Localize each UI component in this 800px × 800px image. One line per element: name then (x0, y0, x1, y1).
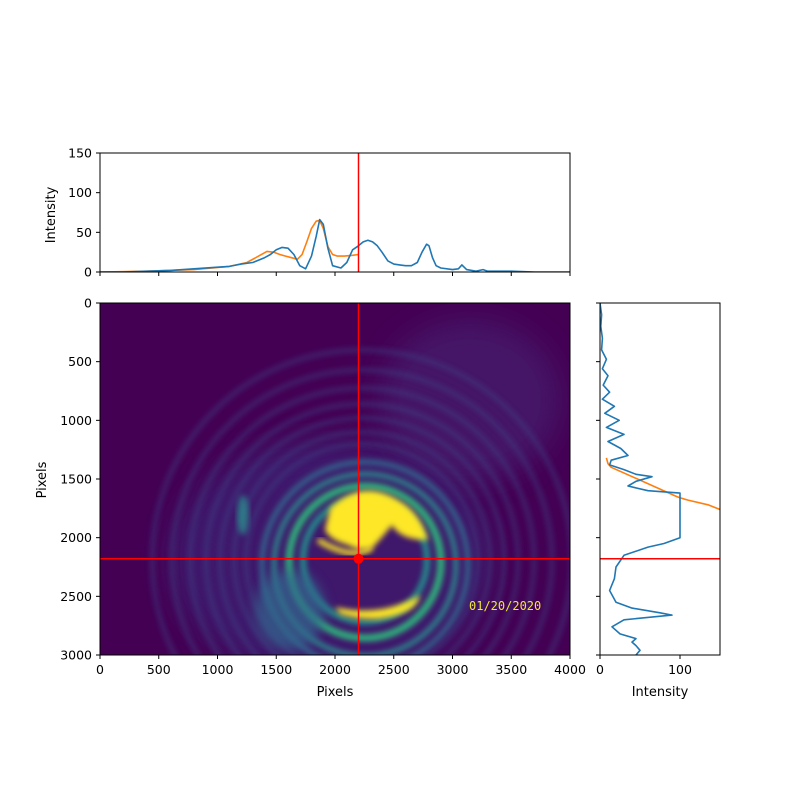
top-y-ticks: 0 50 100 150 (68, 146, 100, 280)
date-stamp: 01/20/2020 (469, 599, 541, 613)
main-image-panel: 01/20/2020 0 500 1000 1500 2000 2500 3000 3500 4… (35, 296, 586, 701)
image-y-tick-label: 3000 (60, 648, 92, 663)
top-series-measured (100, 218, 570, 272)
outer-fringe-rings (150, 348, 570, 655)
image-y-axis-label: Pixels (35, 461, 50, 498)
image-y-tick-label: 1000 (60, 413, 92, 428)
top-profile-panel: 0 50 100 150 Intensity (44, 146, 571, 280)
side-x-axis-label: Intensity (632, 685, 689, 700)
image-y-tick-label: 2500 (60, 589, 92, 604)
image-x-tick-label: 2000 (319, 662, 351, 677)
image-y-tick-label: 0 (84, 296, 92, 311)
side-x-tick-label: 100 (668, 662, 692, 677)
bottom-bright-arc (335, 595, 420, 620)
heatmap-image: 01/20/2020 (100, 303, 570, 655)
image-x-axis-label: Pixels (317, 685, 354, 700)
image-x-tick-label: 1000 (202, 662, 234, 677)
top-y-tick-label: 50 (76, 225, 92, 240)
image-y-tick-label: 1500 (60, 472, 92, 487)
heatmap-glow-upper (380, 320, 560, 480)
side-plot-area (600, 303, 720, 655)
bright-core-lower (316, 537, 374, 556)
left-streak (237, 495, 249, 535)
bright-core (325, 490, 428, 550)
top-y-axis-label: Intensity (44, 186, 59, 243)
image-x-ticks: 0 500 1000 1500 2000 2500 3000 3500 4000 (96, 655, 586, 677)
side-series-group (600, 303, 720, 655)
top-y-tick-label: 100 (68, 185, 92, 200)
side-y-ticks (596, 302, 600, 656)
image-x-tick-label: 3500 (495, 662, 527, 677)
side-x-ticks: 0 100 (596, 655, 692, 677)
top-y-tick-label: 150 (68, 146, 92, 161)
side-profile-panel: 0 100 Intensity (596, 302, 721, 700)
top-x-ticks (99, 272, 571, 276)
side-x-tick-label: 0 (596, 662, 604, 677)
image-x-tick-label: 4000 (554, 662, 586, 677)
image-x-tick-label: 500 (147, 662, 171, 677)
image-y-tick-label: 500 (68, 354, 92, 369)
top-y-tick-label: 0 (84, 265, 92, 280)
image-y-ticks: 0 500 1000 1500 2000 2500 3000 (60, 296, 100, 663)
image-x-tick-label: 2500 (378, 662, 410, 677)
top-plot-area (100, 153, 570, 272)
top-series-group (100, 218, 570, 272)
image-x-tick-label: 0 (96, 662, 104, 677)
left-diffuse-blob (255, 570, 325, 650)
side-series-fit (605, 457, 720, 511)
crosshair-center-marker[interactable] (353, 553, 364, 564)
image-x-tick-label: 3000 (437, 662, 469, 677)
side-series-measured (600, 303, 681, 655)
image-y-tick-label: 2000 (60, 530, 92, 545)
inner-fringe-rings (259, 459, 471, 655)
image-x-tick-label: 1500 (260, 662, 292, 677)
